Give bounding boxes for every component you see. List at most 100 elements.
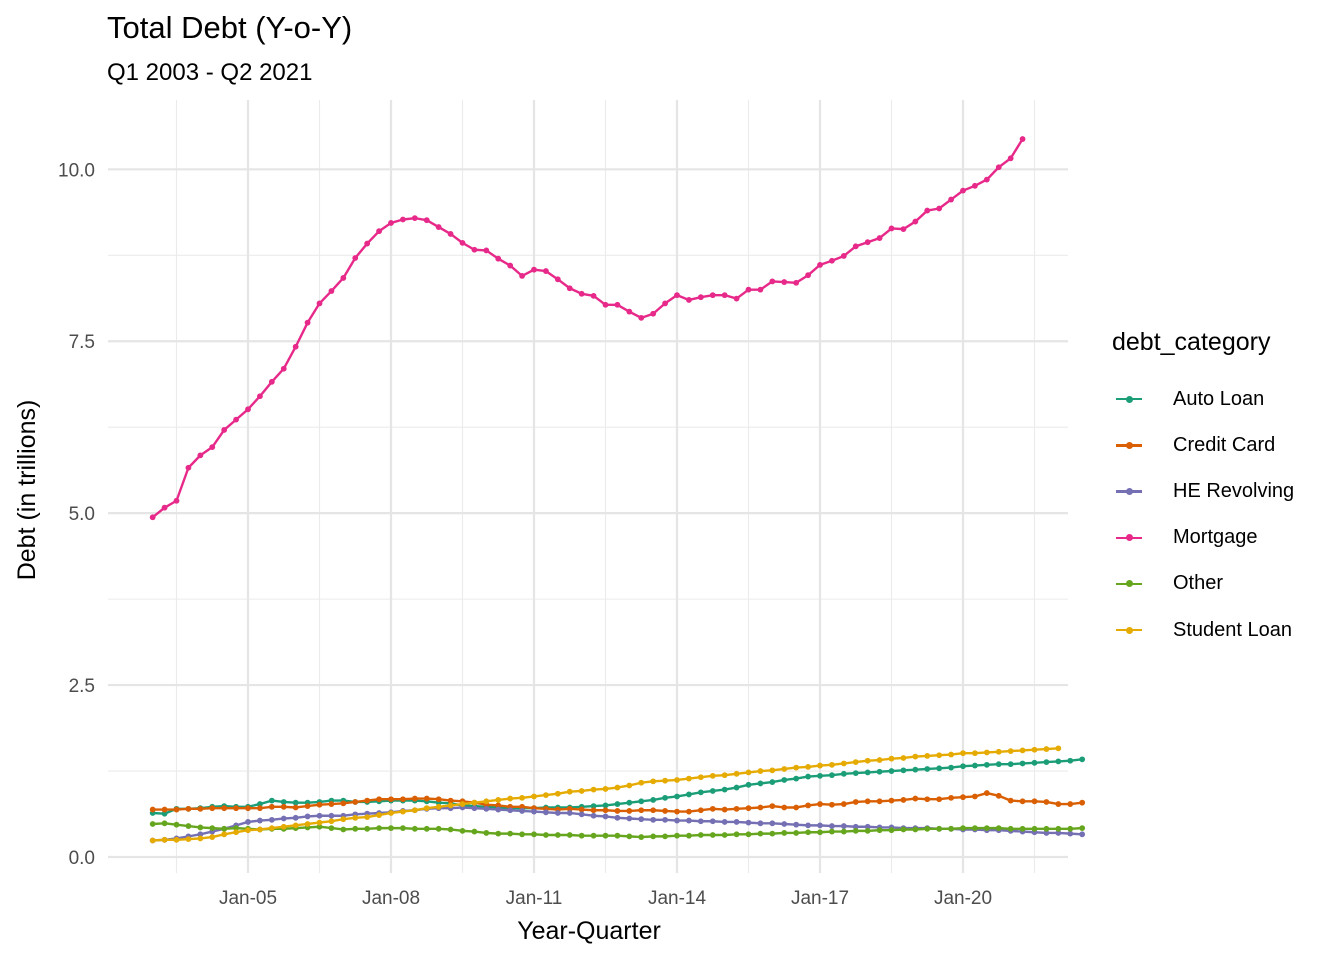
data-point [447,826,454,833]
data-point [245,827,251,834]
data-point [507,262,514,269]
data-point [840,760,847,767]
data-point [721,292,728,299]
data-point [483,247,490,254]
data-point [757,780,764,787]
data-point [209,834,216,840]
data-point [674,808,680,815]
data-point [197,805,204,812]
data-point [209,444,216,451]
data-point [435,796,442,803]
data-point [364,814,371,821]
data-point [328,812,335,819]
data-point [459,239,466,246]
data-point [1079,756,1086,763]
data-point [900,826,907,833]
data-point [388,796,394,803]
data-point [292,814,299,821]
data-point [876,827,883,834]
data-point [388,825,394,832]
data-point [328,801,335,807]
data-point [590,803,597,810]
data-point [149,514,156,521]
data-point [876,757,883,763]
data-point [817,261,823,268]
data-point [852,827,859,834]
data-point [364,240,371,247]
data-point [268,825,275,832]
data-point [662,777,668,784]
data-point [900,767,907,774]
data-point [1019,825,1026,832]
legend-label: Student Loan [1173,618,1292,641]
data-point [817,772,823,779]
data-point [936,796,943,803]
data-point [924,766,931,772]
data-point [483,830,490,836]
data-point [650,816,657,823]
data-point [554,810,561,816]
data-point [221,427,228,433]
data-point [805,773,811,780]
data-point [423,217,430,224]
data-point [495,830,502,837]
data-point [709,805,716,812]
data-point [817,801,823,807]
data-point [888,797,895,804]
data-point [745,769,752,776]
data-point [697,807,704,814]
data-point [459,827,466,834]
data-point [292,799,299,806]
data-point [352,799,359,805]
data-point [793,830,800,836]
data-point [721,819,728,825]
data-point [769,803,776,810]
series-student-loan [149,745,1062,844]
data-point [578,811,585,818]
data-point [602,786,609,792]
data-point [686,832,692,839]
data-point [805,272,811,279]
data-point [1043,759,1050,765]
series-mortgage [149,136,1026,521]
data-point [447,797,454,804]
data-point [197,824,204,831]
data-point [864,827,871,834]
legend-label: Mortgage [1173,526,1258,549]
data-point [781,279,788,285]
data-point [471,805,478,812]
data-point [280,815,287,822]
data-point [793,279,800,286]
data-point [686,775,692,782]
data-point [793,775,800,782]
data-point [864,798,871,805]
legend-label: Auto Loan [1173,387,1265,410]
legend-key [1112,620,1158,640]
data-point [411,807,418,814]
series-other [149,820,1086,840]
data-point [960,187,966,194]
data-point [793,821,800,828]
data-point [543,268,549,274]
data-point [852,759,859,765]
legend: debt_category Auto Loan Credit Card HE Rev… [1112,328,1294,653]
data-point [447,231,454,237]
data-point [1067,825,1074,832]
data-point [805,764,811,770]
data-point [721,772,728,779]
data-point [602,802,609,809]
data-point [185,823,192,829]
x-tick-label: Jan-08 [362,888,420,909]
data-point [197,835,204,842]
data-point [674,817,680,824]
data-point [852,243,859,250]
data-point [936,752,943,759]
data-point [912,218,919,225]
data-point [662,300,668,307]
x-tick-label: Jan-17 [791,888,849,909]
tick-labels: 0.0 2.5 5.0 7.5 10.0 Jan-05 Jan-08 Jan-11 Jan-14… [58,160,992,909]
data-point [817,762,823,769]
data-point [614,801,621,807]
data-point [721,786,728,793]
data-point [805,829,811,836]
